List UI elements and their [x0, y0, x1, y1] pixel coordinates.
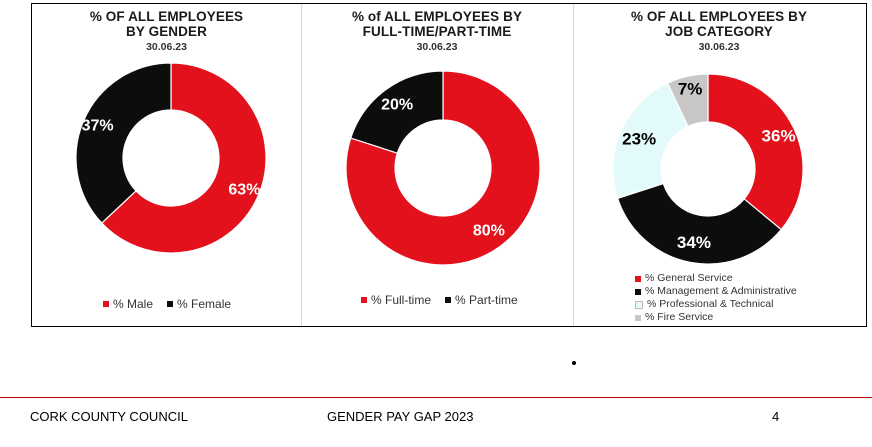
- donut-slice: [349, 70, 444, 154]
- gender-donut: 63% 37%: [75, 62, 267, 254]
- data-label: 36%: [762, 126, 796, 145]
- donut-slice: [612, 82, 689, 200]
- legend-label: % Male: [113, 297, 154, 311]
- donut-slice: [616, 182, 783, 265]
- legend-label: % Fire Service: [645, 311, 714, 323]
- gender-chart-panel: % OF ALL EMPLOYEES BY GENDER 30.06.23 63…: [32, 4, 301, 326]
- data-label: 34%: [677, 233, 711, 252]
- legend-item-professional: % Professional & Technical: [635, 298, 797, 311]
- legend-swatch: [103, 301, 109, 307]
- chart-title: % OF ALL EMPLOYEES BY GENDER: [89, 9, 244, 39]
- legend-swatch: [361, 297, 367, 303]
- chart-title: % of ALL EMPLOYEES BY FULL-TIME/PART-TIM…: [351, 9, 523, 39]
- chart-date: 30.06.23: [698, 41, 740, 53]
- legend-item-fulltime: % Full-time: [361, 293, 431, 307]
- legend-label: % General Service: [645, 272, 733, 284]
- job-category-chart-panel: % OF ALL EMPLOYEES BY JOB CATEGORY 30.06…: [573, 4, 865, 326]
- legend-label: % Part-time: [455, 293, 518, 307]
- data-label: 63%: [228, 181, 260, 198]
- legend-item-management: % Management & Administrative: [635, 285, 797, 298]
- legend-item-general-service: % General Service: [635, 272, 797, 285]
- legend-swatch: [167, 301, 174, 307]
- donut-slice: [666, 73, 709, 128]
- legend-swatch: [635, 314, 641, 321]
- panel-divider: [301, 4, 302, 326]
- legend-swatch: [445, 297, 452, 303]
- data-label: 20%: [381, 96, 413, 113]
- chart-date: 30.06.23: [146, 41, 187, 53]
- legend-item-female: % Female: [167, 297, 231, 311]
- data-label: 7%: [678, 79, 703, 98]
- donut-slice: [100, 62, 267, 254]
- job-category-donut: 36% 34% 23% 7%: [612, 73, 804, 265]
- fulltime-donut: 80% 20%: [345, 70, 541, 266]
- legend-label: % Management & Administrative: [645, 285, 797, 297]
- footer-org: CORK COUNTY COUNCIL: [30, 409, 188, 424]
- chart-legend: % Male % Female: [103, 297, 231, 311]
- footer-doc-title: GENDER PAY GAP 2023: [327, 409, 474, 424]
- legend-swatch: [635, 300, 643, 309]
- data-label: 37%: [82, 118, 114, 135]
- footer-page-number: 4: [772, 409, 780, 424]
- legend-label: % Female: [177, 297, 232, 311]
- fulltime-chart-panel: % of ALL EMPLOYEES BY FULL-TIME/PART-TIM…: [301, 4, 573, 326]
- legend-label: % Full-time: [371, 293, 432, 307]
- legend-item-fire-service: % Fire Service: [635, 311, 797, 324]
- legend-swatch: [635, 288, 641, 295]
- legend-label: % Professional & Technical: [647, 298, 774, 310]
- chart-legend: % Full-time % Part-time: [361, 293, 518, 307]
- charts-frame: % OF ALL EMPLOYEES BY GENDER 30.06.23 63…: [31, 3, 867, 327]
- footer-rule: [0, 397, 872, 398]
- data-label: 23%: [622, 130, 656, 149]
- legend-item-parttime: % Part-time: [445, 293, 518, 307]
- legend-item-male: % Male: [103, 297, 153, 311]
- donut-slice: [345, 70, 541, 266]
- chart-legend: % General Service % Management & Adminis…: [635, 272, 797, 324]
- donut-slice: [707, 73, 804, 231]
- donut-slice: [75, 62, 172, 224]
- legend-swatch: [635, 275, 641, 282]
- chart-date: 30.06.23: [416, 41, 458, 53]
- panel-divider: [573, 4, 574, 326]
- chart-title: % OF ALL EMPLOYEES BY JOB CATEGORY: [630, 9, 808, 39]
- bullet-dot: [572, 361, 576, 365]
- data-label: 80%: [473, 223, 505, 240]
